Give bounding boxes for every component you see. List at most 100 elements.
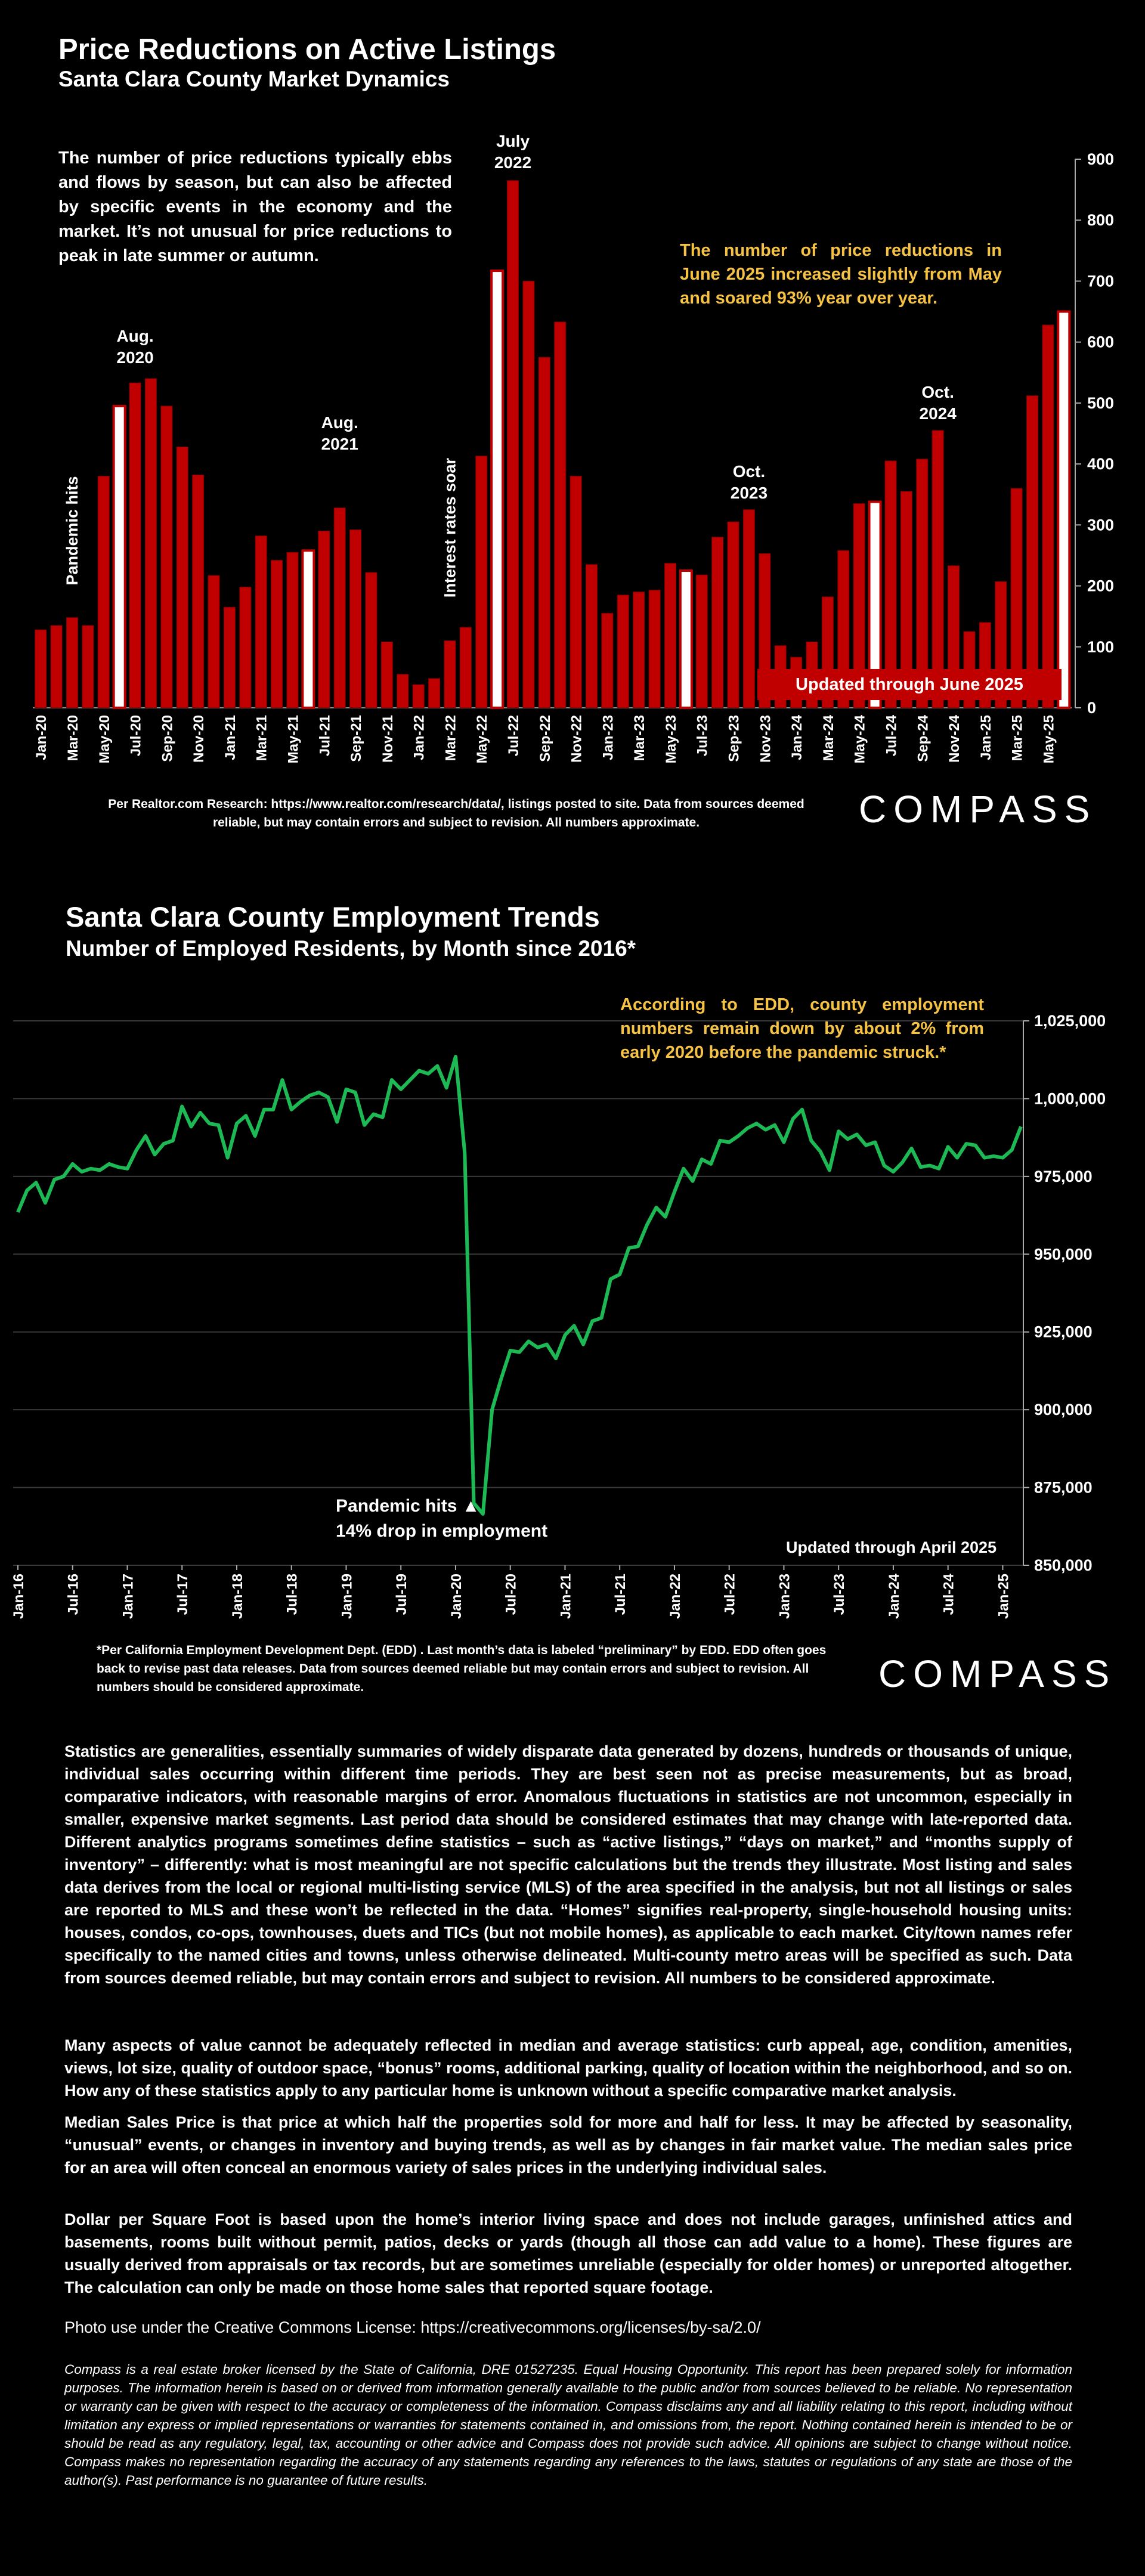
y-tick-label: 600 — [1087, 333, 1114, 351]
y-tick-label: 975,000 — [1034, 1168, 1093, 1185]
bar — [711, 537, 724, 708]
x-tick-label: Jan-21 — [222, 715, 239, 760]
bar — [333, 507, 346, 708]
annotation-interest-rates: Interest rates soar — [441, 457, 459, 597]
bar — [129, 382, 141, 708]
x-tick-label: Mar-20 — [65, 715, 81, 761]
notes-statistics: Statistics are generalities, essentially… — [64, 1742, 1072, 1987]
x-tick-label: Jul-20 — [503, 1574, 519, 1615]
chart2-title: Santa Clara County Employment Trends — [66, 901, 600, 933]
bar — [1042, 324, 1054, 708]
bar — [160, 405, 173, 708]
x-tick-label: Nov-21 — [380, 715, 396, 763]
y-tick-label: 1,000,000 — [1034, 1089, 1106, 1107]
x-tick-label: Jan-20 — [448, 1574, 465, 1619]
employment-chart: 850,000 875,000 900,000 925,000 950,000 975,0… — [11, 1012, 1106, 1619]
photo-license: Photo use under the Creative Commons Lic… — [64, 2318, 761, 2336]
x-tick-label: Jul-17 — [175, 1574, 191, 1615]
y-tick-label: 200 — [1087, 577, 1114, 595]
x-tick-label: Jan-22 — [411, 715, 428, 760]
x-tick-label: Jan-24 — [789, 714, 805, 760]
bar — [444, 640, 456, 708]
x-tick-label: Mar-24 — [821, 714, 837, 761]
y-tick-label: 700 — [1087, 272, 1114, 290]
price-reductions-chart: 0 100 200 300 400 500 600 700 800 900 Jan-20 Mar-2… — [33, 132, 1114, 763]
x-tick-label: Sep-20 — [159, 715, 175, 762]
y-tick-label: 300 — [1087, 516, 1114, 534]
chart1-callout: The number of price reductions in June 2… — [680, 241, 1002, 308]
annotation-jul-2022: July 2022 — [494, 132, 531, 172]
bar — [82, 625, 94, 708]
bar-highlight — [1057, 310, 1071, 709]
bar — [412, 684, 425, 708]
pandemic-note-line1: Pandemic hits — [336, 1496, 457, 1516]
bar — [648, 590, 661, 708]
y-tick-label: 0 — [1087, 699, 1096, 717]
employment-series-line — [16, 1055, 1023, 1516]
bar — [365, 572, 377, 708]
x-tick-label: Jul-24 — [941, 1573, 957, 1615]
x-tick-label: Jul-20 — [128, 715, 144, 756]
bar — [271, 560, 283, 708]
bar — [255, 535, 267, 708]
annotation-oct-2023: Oct. 2023 — [731, 462, 768, 502]
bar-highlight — [112, 405, 126, 709]
bar — [144, 378, 157, 708]
x-tick-label: Jan-23 — [600, 715, 616, 760]
x-tick-label: Jul-21 — [612, 1574, 629, 1615]
chart2-callout: According to EDD, county employment numb… — [620, 995, 984, 1062]
bar — [853, 503, 865, 708]
x-tick-label: Jul-21 — [317, 715, 333, 756]
x-tick-label: Jan-16 — [11, 1574, 27, 1619]
annotation-aug-2021-line: Aug. — [321, 413, 358, 432]
annotation-oct-2023-line: 2023 — [731, 484, 768, 502]
x-tick-label: Sep-23 — [726, 715, 742, 762]
bar — [475, 456, 488, 708]
bar — [97, 476, 110, 708]
chart2-subtitle: Number of Employed Residents, by Month s… — [66, 936, 636, 961]
x-tick-label: Jul-23 — [695, 715, 711, 756]
annotation-jul-2022-line: 2022 — [494, 153, 531, 172]
bar — [66, 617, 78, 708]
x-tick-label: Nov-20 — [191, 715, 207, 763]
bar — [1010, 488, 1023, 708]
bar-highlight — [490, 270, 505, 710]
bar — [742, 509, 755, 708]
x-tick-label: Sep-22 — [537, 715, 553, 762]
bar-highlight — [301, 549, 315, 709]
bar — [617, 595, 629, 708]
annotation-pandemic-hits: Pandemic hits — [63, 476, 81, 585]
x-tick-label: May-25 — [1041, 715, 1057, 763]
x-tick-label: Jan-19 — [339, 1574, 355, 1619]
chart1-subtitle: Santa Clara County Market Dynamics — [58, 67, 450, 91]
x-tick-label: Jan-21 — [558, 1574, 574, 1619]
x-tick-label: Jan-17 — [120, 1574, 136, 1619]
x-tick-label: Mar-23 — [632, 715, 648, 761]
x-tick-label: Jan-18 — [230, 1574, 246, 1619]
notes-median-price: Median Sales Price is that price at whic… — [64, 2113, 1072, 2176]
annotation-oct-2024-line: 2024 — [920, 404, 957, 423]
bar — [459, 627, 472, 708]
bar-highlight — [868, 500, 882, 709]
x-tick-label: Jul-19 — [394, 1574, 410, 1615]
bar — [884, 460, 897, 708]
y-tick-label: 900 — [1087, 150, 1114, 168]
x-tick-label: Jan-25 — [978, 715, 994, 760]
notes-value: Many aspects of value cannot be adequate… — [64, 2036, 1072, 2100]
compass-logo-2: COMPASS — [878, 1652, 1117, 1695]
x-tick-label: Jul-24 — [883, 714, 899, 756]
bar — [239, 587, 252, 708]
pandemic-marker-icon: ▲ — [462, 1496, 480, 1516]
bar — [932, 430, 944, 708]
pandemic-note-line2: 14% drop in employment — [336, 1521, 548, 1541]
x-tick-label: Sep-24 — [915, 714, 931, 761]
bar — [900, 491, 912, 708]
x-tick-label: May-20 — [97, 715, 113, 763]
x-tick-label: Jan-25 — [995, 1574, 1011, 1619]
y-tick-label: 950,000 — [1034, 1245, 1093, 1263]
x-tick-label: Mar-22 — [442, 715, 459, 761]
bar — [286, 552, 299, 708]
bar — [538, 357, 550, 708]
bar — [208, 575, 220, 708]
bar — [349, 530, 362, 708]
